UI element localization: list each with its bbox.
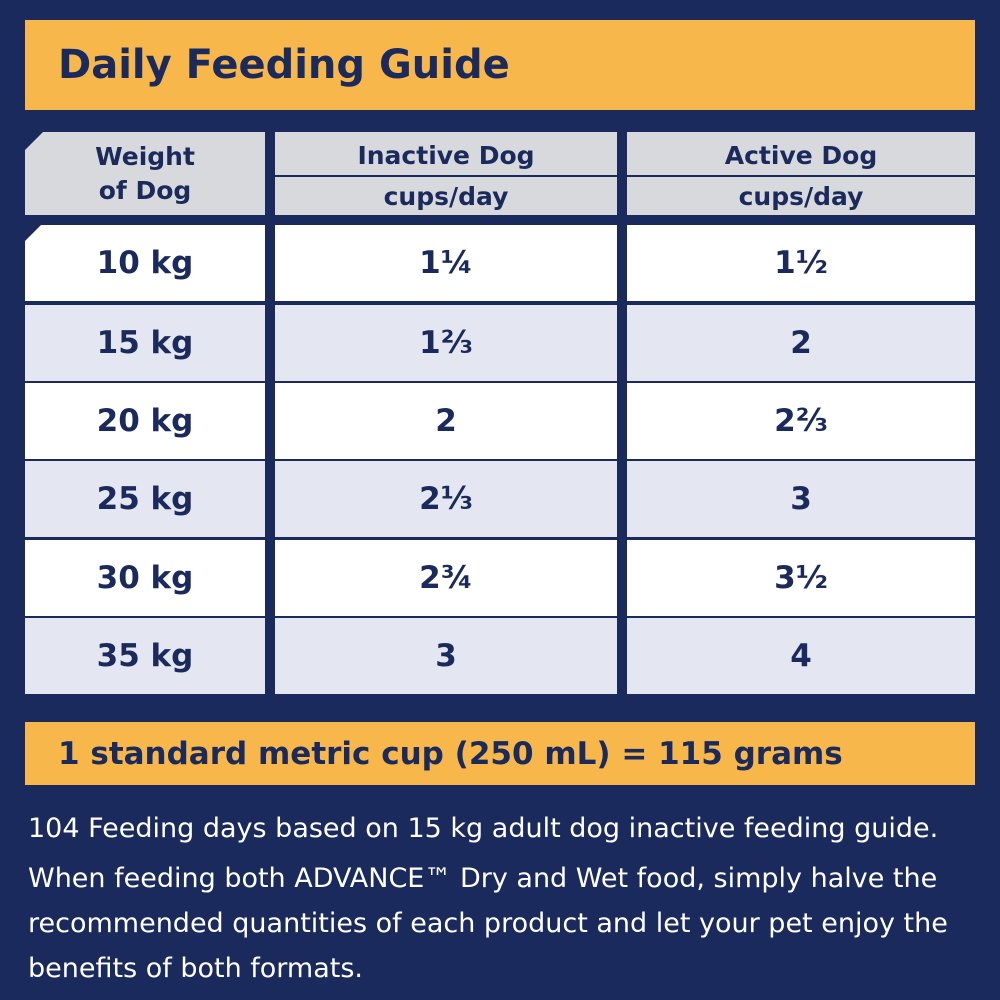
weight-cell: 15 kg <box>25 305 265 381</box>
column-unit: cups/day <box>275 177 617 215</box>
cups-cell: 2 <box>627 305 975 381</box>
weight-cell: 20 kg <box>25 383 265 459</box>
weight-cell: 10 kg <box>25 225 265 301</box>
cups-cell: 3½ <box>627 540 975 616</box>
weight-cell: 25 kg <box>25 461 265 537</box>
cups-cell: 1½ <box>627 225 975 301</box>
cups-cell: 3 <box>275 618 617 694</box>
cups-cell: 2⅓ <box>275 461 617 537</box>
cups-cell: 2 <box>275 383 617 459</box>
note: 104 Feeding days based on 15 kg adult do… <box>28 813 939 844</box>
cups-cell: 1⅔ <box>275 305 617 381</box>
conversion: 1 standard metric cup (250 mL) = 115 gra… <box>25 722 975 785</box>
column-header: Active Dog <box>627 132 975 175</box>
cups-cell: 2¾ <box>275 540 617 616</box>
note: When feeding both ADVANCE™ Dry and Wet f… <box>28 863 948 984</box>
cups-cell: 1¼ <box>275 225 617 301</box>
cups-cell: 2⅔ <box>627 383 975 459</box>
weight-cell: 30 kg <box>25 540 265 616</box>
cups-cell: 4 <box>627 618 975 694</box>
column-title: Weight of Dog <box>95 141 195 205</box>
cups-cell: 3 <box>627 461 975 537</box>
title: Daily Feeding Guide <box>25 20 975 110</box>
column-unit: cups/day <box>627 177 975 215</box>
column-header: Weight of Dog <box>25 132 265 215</box>
weight-cell: 35 kg <box>25 618 265 694</box>
column-header: Inactive Dog <box>275 132 617 175</box>
